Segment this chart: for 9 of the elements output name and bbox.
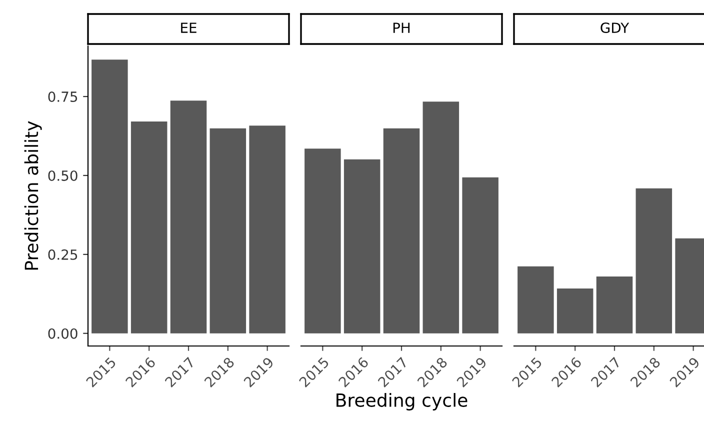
y-tick-label: 0.75 [48,91,78,102]
y-tick-label: 0.50 [48,170,78,181]
y-axis-title: Prediction ability [24,121,42,270]
chart-title: GDY [600,22,630,34]
y-tick-label: 0.00 [48,328,78,339]
x-axis-title: Breeding cycle [336,393,468,410]
y-tick-label: 0.25 [48,249,78,260]
chart-title: EE [181,22,196,33]
chart-title: PH [393,22,410,33]
